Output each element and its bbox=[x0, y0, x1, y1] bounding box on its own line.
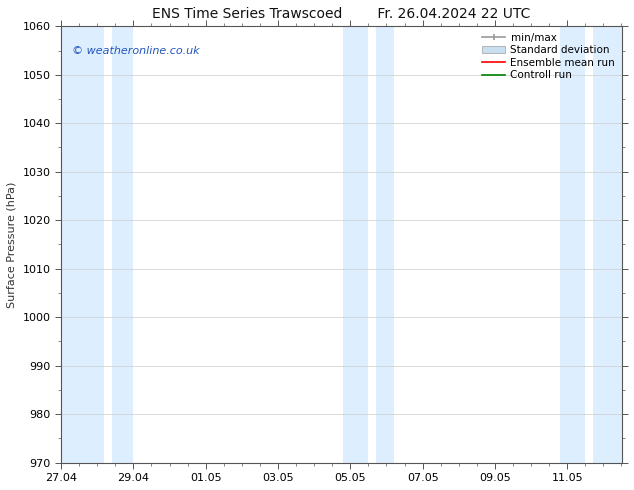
Text: © weatheronline.co.uk: © weatheronline.co.uk bbox=[72, 46, 200, 56]
Legend: min/max, Standard deviation, Ensemble mean run, Controll run: min/max, Standard deviation, Ensemble me… bbox=[479, 29, 618, 83]
Title: ENS Time Series Trawscoed        Fr. 26.04.2024 22 UTC: ENS Time Series Trawscoed Fr. 26.04.2024… bbox=[152, 7, 531, 21]
Bar bbox=[560, 26, 585, 463]
Bar bbox=[343, 26, 368, 463]
Bar bbox=[375, 26, 394, 463]
Y-axis label: Surface Pressure (hPa): Surface Pressure (hPa) bbox=[7, 181, 17, 308]
Bar bbox=[61, 26, 105, 463]
Bar bbox=[593, 26, 621, 463]
Bar bbox=[112, 26, 133, 463]
